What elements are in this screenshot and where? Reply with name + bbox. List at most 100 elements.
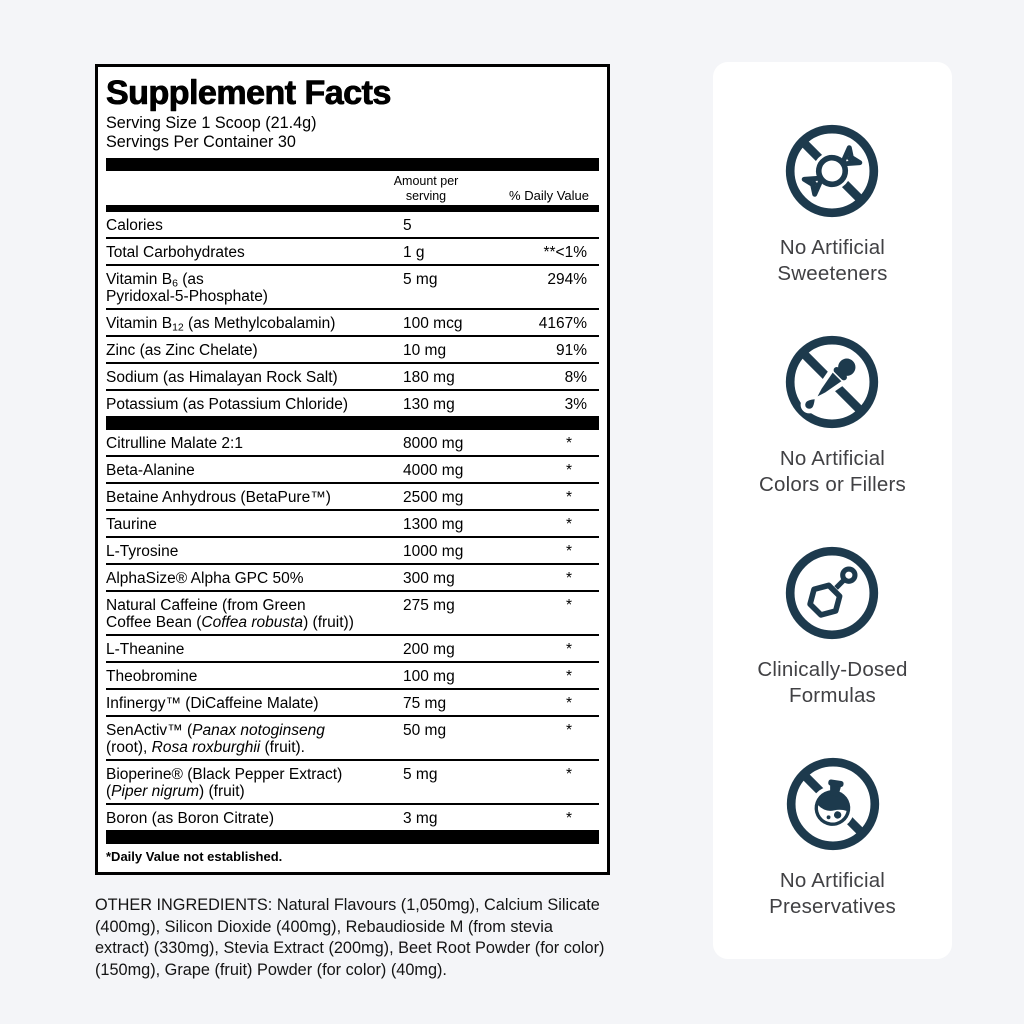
ingredient-name: Betaine Anhydrous (BetaPure™) xyxy=(106,489,331,506)
ingredient-name: SenActiv™ (Panax notoginseng (root), Ros… xyxy=(106,722,325,756)
table-row: Potassium (as Potassium Chloride) 130 mg… xyxy=(106,391,599,418)
supplement-facts-panel: Supplement Facts Serving Size 1 Scoop (2… xyxy=(95,64,610,875)
ingredient-amount: 2500 mg xyxy=(403,489,464,506)
badge-no-artificial-preservatives: No Artificial Preservatives xyxy=(769,753,896,920)
table-row: Infinergy™ (DiCaffeine Malate) 75 mg * xyxy=(106,690,599,717)
table-row: Vitamin B12 (as Methylcobalamin) 100 mcg… xyxy=(106,310,599,337)
serving-size: Serving Size 1 Scoop (21.4g) xyxy=(106,114,317,132)
ingredient-amount: 4000 mg xyxy=(403,462,464,479)
ingredient-daily-value: 3% xyxy=(564,396,587,413)
badge-clinically-dosed: Clinically-Dosed Formulas xyxy=(757,542,907,709)
ingredient-daily-value: * xyxy=(565,695,572,712)
ingredient-daily-value: * xyxy=(565,570,572,587)
ingredient-name: Calories xyxy=(106,217,163,234)
divider-bar xyxy=(106,158,599,171)
no-artificial-sweeteners-icon xyxy=(786,124,879,218)
ingredient-amount: 8000 mg xyxy=(403,435,464,452)
panel-title: Supplement Facts xyxy=(106,74,392,113)
ingredient-daily-value: * xyxy=(565,516,572,533)
divider-bar xyxy=(106,832,599,844)
table-row: Citrulline Malate 2:1 8000 mg * xyxy=(106,430,599,457)
ingredient-amount: 5 mg xyxy=(403,271,438,288)
ingredient-name: Total Carbohydrates xyxy=(106,244,245,261)
ingredient-daily-value: * xyxy=(565,668,572,685)
ingredient-amount: 3 mg xyxy=(403,810,438,827)
table-row: Betaine Anhydrous (BetaPure™) 2500 mg * xyxy=(106,484,599,511)
ingredient-daily-value: * xyxy=(565,435,572,452)
table-row: SenActiv™ (Panax notoginseng (root), Ros… xyxy=(106,717,599,761)
table-row: Beta-Alanine 4000 mg * xyxy=(106,457,599,484)
badge-label: Clinically-Dosed Formulas xyxy=(757,658,908,707)
ingredient-name: Theobromine xyxy=(106,668,198,685)
ingredient-amount: 75 mg xyxy=(403,695,447,712)
no-artificial-colors-icon xyxy=(786,335,879,429)
ingredient-daily-value: * xyxy=(565,489,572,506)
badge-label: No Artificial Preservatives xyxy=(769,869,896,918)
ingredient-daily-value: * xyxy=(565,766,572,783)
badge-label: No Artificial Colors or Fillers xyxy=(759,447,906,496)
table-row: Total Carbohydrates 1 g **<1% xyxy=(106,239,599,266)
ingredient-daily-value: 8% xyxy=(564,369,587,386)
divider-bar xyxy=(106,205,599,212)
ingredient-daily-value: 91% xyxy=(555,342,587,359)
ingredient-name: AlphaSize® Alpha GPC 50% xyxy=(106,570,304,587)
ingredient-amount: 1 g xyxy=(403,244,425,261)
daily-value-footnote: *Daily Value not established. xyxy=(106,849,283,864)
no-artificial-preservatives-icon xyxy=(786,757,879,851)
table-row: Boron (as Boron Citrate) 3 mg * xyxy=(106,805,599,832)
ingredient-daily-value: 4167% xyxy=(538,315,587,332)
ingredient-daily-value: **<1% xyxy=(543,244,587,261)
divider-bar xyxy=(106,418,599,430)
ingredient-amount: 300 mg xyxy=(403,570,455,587)
ingredient-daily-value: * xyxy=(565,810,572,827)
nutrients-table: Calories 5 Total Carbohydrates 1 g **<1%… xyxy=(106,212,599,418)
table-row: Vitamin B6 (as Pyridoxal-5-Phosphate) 5 … xyxy=(106,266,599,310)
ingredient-daily-value: * xyxy=(565,462,572,479)
ingredient-name: Citrulline Malate 2:1 xyxy=(106,435,243,452)
ingredient-amount: 5 mg xyxy=(403,766,438,783)
ingredient-name: Sodium (as Himalayan Rock Salt) xyxy=(106,369,338,386)
ingredient-name: L-Theanine xyxy=(106,641,185,658)
table-row: Natural Caffeine (from Green Coffee Bean… xyxy=(106,592,599,636)
active-ingredients-table: Citrulline Malate 2:1 8000 mg * Beta-Ala… xyxy=(106,430,599,832)
table-row: L-Tyrosine 1000 mg * xyxy=(106,538,599,565)
table-row: Theobromine 100 mg * xyxy=(106,663,599,690)
ingredient-daily-value: * xyxy=(565,543,572,560)
table-row: Zinc (as Zinc Chelate) 10 mg 91% xyxy=(106,337,599,364)
ingredient-amount: 180 mg xyxy=(403,369,455,386)
ingredient-daily-value: * xyxy=(565,597,572,614)
servings-per-container: Servings Per Container 30 xyxy=(106,133,296,151)
ingredient-name: Boron (as Boron Citrate) xyxy=(106,810,274,827)
table-row: L-Theanine 200 mg * xyxy=(106,636,599,663)
ingredient-name: Natural Caffeine (from Green Coffee Bean… xyxy=(106,597,354,631)
badge-no-artificial-colors: No Artificial Colors or Fillers xyxy=(759,331,906,498)
ingredient-name: Vitamin B6 (as Pyridoxal-5-Phosphate) xyxy=(106,271,268,305)
badge-no-artificial-sweeteners: No Artificial Sweeteners xyxy=(777,120,887,287)
ingredient-name: Beta-Alanine xyxy=(106,462,195,479)
ingredient-amount: 200 mg xyxy=(403,641,455,658)
ingredient-name: Bioperine® (Black Pepper Extract) (Piper… xyxy=(106,766,343,800)
benefits-card: No Artificial Sweeteners xyxy=(713,62,952,959)
ingredient-amount: 1000 mg xyxy=(403,543,464,560)
table-row: AlphaSize® Alpha GPC 50% 300 mg * xyxy=(106,565,599,592)
ingredient-amount: 100 mcg xyxy=(403,315,463,332)
clinically-dosed-icon xyxy=(786,546,879,640)
table-row: Bioperine® (Black Pepper Extract) (Piper… xyxy=(106,761,599,805)
ingredient-daily-value: 294% xyxy=(547,271,587,288)
ingredient-name: Zinc (as Zinc Chelate) xyxy=(106,342,258,359)
table-row: Sodium (as Himalayan Rock Salt) 180 mg 8… xyxy=(106,364,599,391)
ingredient-name: Infinergy™ (DiCaffeine Malate) xyxy=(106,695,319,712)
ingredient-amount: 100 mg xyxy=(403,668,455,685)
other-ingredients-text: OTHER INGREDIENTS: Natural Flavours (1,0… xyxy=(95,896,605,979)
ingredient-name: L-Tyrosine xyxy=(106,543,179,560)
table-row: Calories 5 xyxy=(106,212,599,239)
ingredient-amount: 5 xyxy=(403,217,412,234)
ingredient-daily-value: * xyxy=(565,722,572,739)
ingredient-amount: 130 mg xyxy=(403,396,455,413)
ingredient-amount: 50 mg xyxy=(403,722,447,739)
ingredient-amount: 275 mg xyxy=(403,597,455,614)
ingredient-daily-value: * xyxy=(565,641,572,658)
column-headers: Amount per serving % Daily Value xyxy=(106,171,599,205)
ingredient-amount: 10 mg xyxy=(403,342,447,359)
